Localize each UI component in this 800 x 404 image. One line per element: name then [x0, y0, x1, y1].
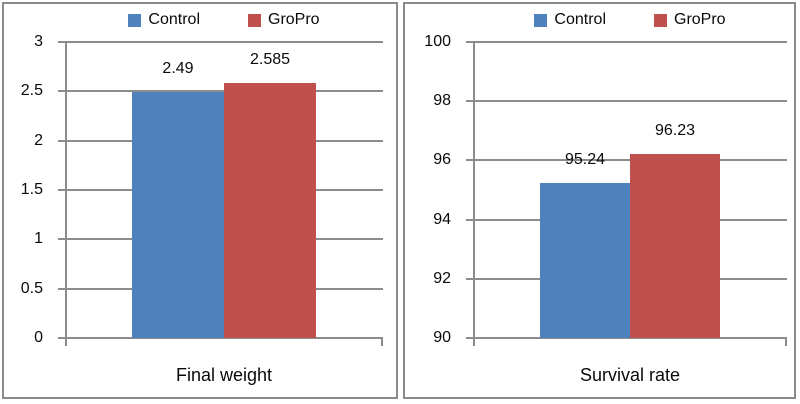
- y-tick-mark: [58, 189, 65, 191]
- x-axis-end-tick: [473, 339, 475, 346]
- y-tick-mark: [466, 100, 473, 103]
- legend-label-gropro: GroPro: [268, 11, 320, 28]
- data-label-gropro: 96.23: [654, 121, 696, 139]
- y-tick-label: 0.5: [20, 279, 43, 297]
- y-tick-mark: [466, 337, 473, 339]
- final-weight-chart-panel: Control GroPro 0 0.5 1 1.5 2 2.5 3 2.49 2.585 Final…: [2, 2, 398, 399]
- legend-swatch-control: [128, 13, 142, 27]
- data-label-gropro: 2.585: [249, 50, 291, 68]
- x-axis-end-tick: [785, 339, 787, 346]
- y-tick-label: 1: [34, 230, 43, 248]
- gridline: [473, 41, 787, 43]
- y-tick-mark: [58, 337, 65, 339]
- legend-label-control: Control: [554, 11, 606, 28]
- gridline: [65, 337, 383, 339]
- legend-item-gropro: GroPro: [248, 10, 320, 30]
- legend-label-control: Control: [148, 11, 200, 28]
- gridline: [65, 41, 383, 43]
- y-tick-label: 2.5: [20, 82, 43, 100]
- x-axis-title: Final weight: [175, 365, 273, 385]
- legend-item-control: Control: [534, 10, 606, 30]
- bar-gropro: [224, 82, 316, 338]
- y-axis-line: [65, 41, 67, 339]
- y-tick-label: 96: [433, 151, 451, 169]
- y-tick-label: 90: [433, 329, 451, 346]
- y-tick-label: 1.5: [20, 181, 43, 198]
- y-tick-label: 92: [433, 269, 451, 287]
- gridline: [473, 100, 787, 103]
- y-tick-mark: [58, 287, 65, 290]
- y-tick-mark: [466, 159, 473, 162]
- data-label-control: 95.24: [564, 150, 606, 168]
- y-tick-mark: [58, 238, 65, 241]
- y-tick-mark: [466, 41, 473, 43]
- y-axis-line: [473, 41, 475, 339]
- y-tick-label: 98: [433, 92, 451, 110]
- legend-item-gropro: GroPro: [654, 10, 726, 30]
- bar-gropro: [630, 153, 720, 338]
- bar-control: [132, 92, 224, 338]
- gridline: [473, 337, 787, 339]
- x-axis-end-tick: [65, 339, 67, 346]
- y-tick-mark: [58, 41, 65, 43]
- legend-swatch-gropro: [654, 13, 667, 27]
- y-tick-mark: [58, 139, 65, 142]
- y-tick-label: 2: [34, 131, 43, 149]
- y-tick-label: 3: [34, 33, 43, 50]
- legend-item-control: Control: [128, 10, 200, 30]
- legend-swatch-control: [534, 13, 548, 27]
- bar-control: [540, 182, 630, 338]
- y-tick-label: 0: [34, 329, 43, 346]
- y-tick-mark: [466, 218, 473, 221]
- y-tick-mark: [466, 277, 473, 280]
- x-axis-title: Survival rate: [579, 365, 681, 385]
- legend-swatch-gropro: [248, 13, 261, 27]
- y-tick-label: 94: [433, 210, 451, 228]
- y-tick-mark: [58, 90, 65, 93]
- legend: Control GroPro: [473, 7, 787, 33]
- x-axis-end-tick: [381, 339, 383, 346]
- legend: Control GroPro: [65, 7, 383, 33]
- data-label-control: 2.49: [162, 60, 194, 78]
- y-tick-label: 100: [424, 33, 451, 50]
- survival-rate-chart-panel: Control GroPro 90 92 94 96 98 100 95.24 96.23 Surv…: [403, 2, 796, 399]
- legend-label-gropro: GroPro: [674, 11, 726, 28]
